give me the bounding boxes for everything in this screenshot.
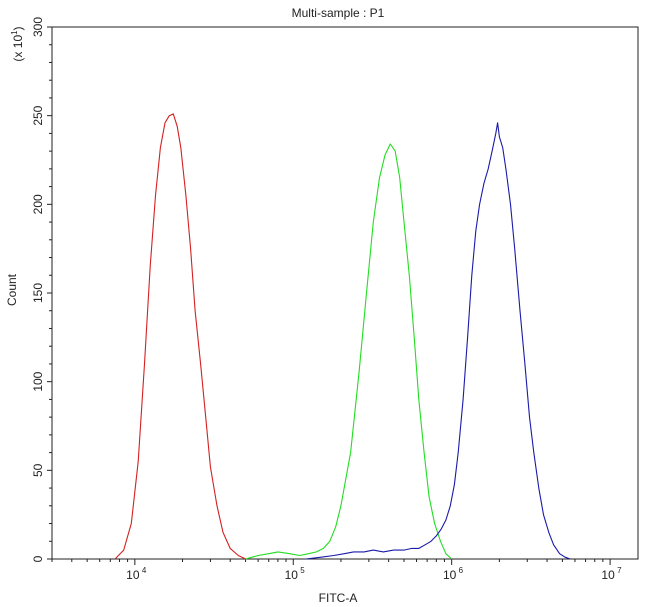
x-tick-base: 10 <box>601 568 615 582</box>
x-tick-label: 10 6 <box>443 566 464 582</box>
series-line-3 <box>305 122 571 560</box>
y-tick-label: 100 <box>31 371 45 391</box>
x-tick-base: 10 <box>443 568 457 582</box>
y-axis-label: Count <box>5 273 19 306</box>
series-line-2 <box>245 143 453 560</box>
x-tick-label: 10 5 <box>285 566 306 582</box>
chart-title: Multi-sample : P1 <box>292 6 385 20</box>
x-tick-label: 10 7 <box>601 566 622 582</box>
series-line-1 <box>114 113 246 560</box>
x-axis-label: FITC-A <box>319 591 358 605</box>
x-tick-exp: 6 <box>459 566 464 575</box>
x-tick-base: 10 <box>285 568 299 582</box>
svg-text:(x 101): (x 101) <box>10 26 25 61</box>
x-tick-exp: 7 <box>617 566 622 575</box>
y-tick-label: 200 <box>31 194 45 214</box>
y-tick-label: 50 <box>31 463 45 477</box>
x-tick-base: 10 <box>126 568 140 582</box>
y-multiplier-prefix: (x 10 <box>11 35 25 62</box>
series-layer <box>114 113 571 560</box>
y-multiplier-exp: 1 <box>10 30 19 35</box>
y-multiplier-close: ) <box>11 26 25 30</box>
y-axis-ticks: 0 50 100 150 200 250 300 <box>31 17 52 562</box>
y-tick-label: 150 <box>31 283 45 303</box>
x-tick-exp: 4 <box>142 566 147 575</box>
x-tick-label: 10 4 <box>126 566 147 582</box>
x-tick-exp: 5 <box>300 566 305 575</box>
plot-border <box>51 26 639 560</box>
y-tick-label: 0 <box>31 555 45 562</box>
y-tick-label: 250 <box>31 105 45 125</box>
x-axis-ticks: 10 4 10 5 10 6 10 7 <box>51 559 622 582</box>
y-multiplier: (x 101) <box>10 26 25 61</box>
plot-frame <box>51 26 639 560</box>
y-tick-label: 300 <box>31 17 45 37</box>
